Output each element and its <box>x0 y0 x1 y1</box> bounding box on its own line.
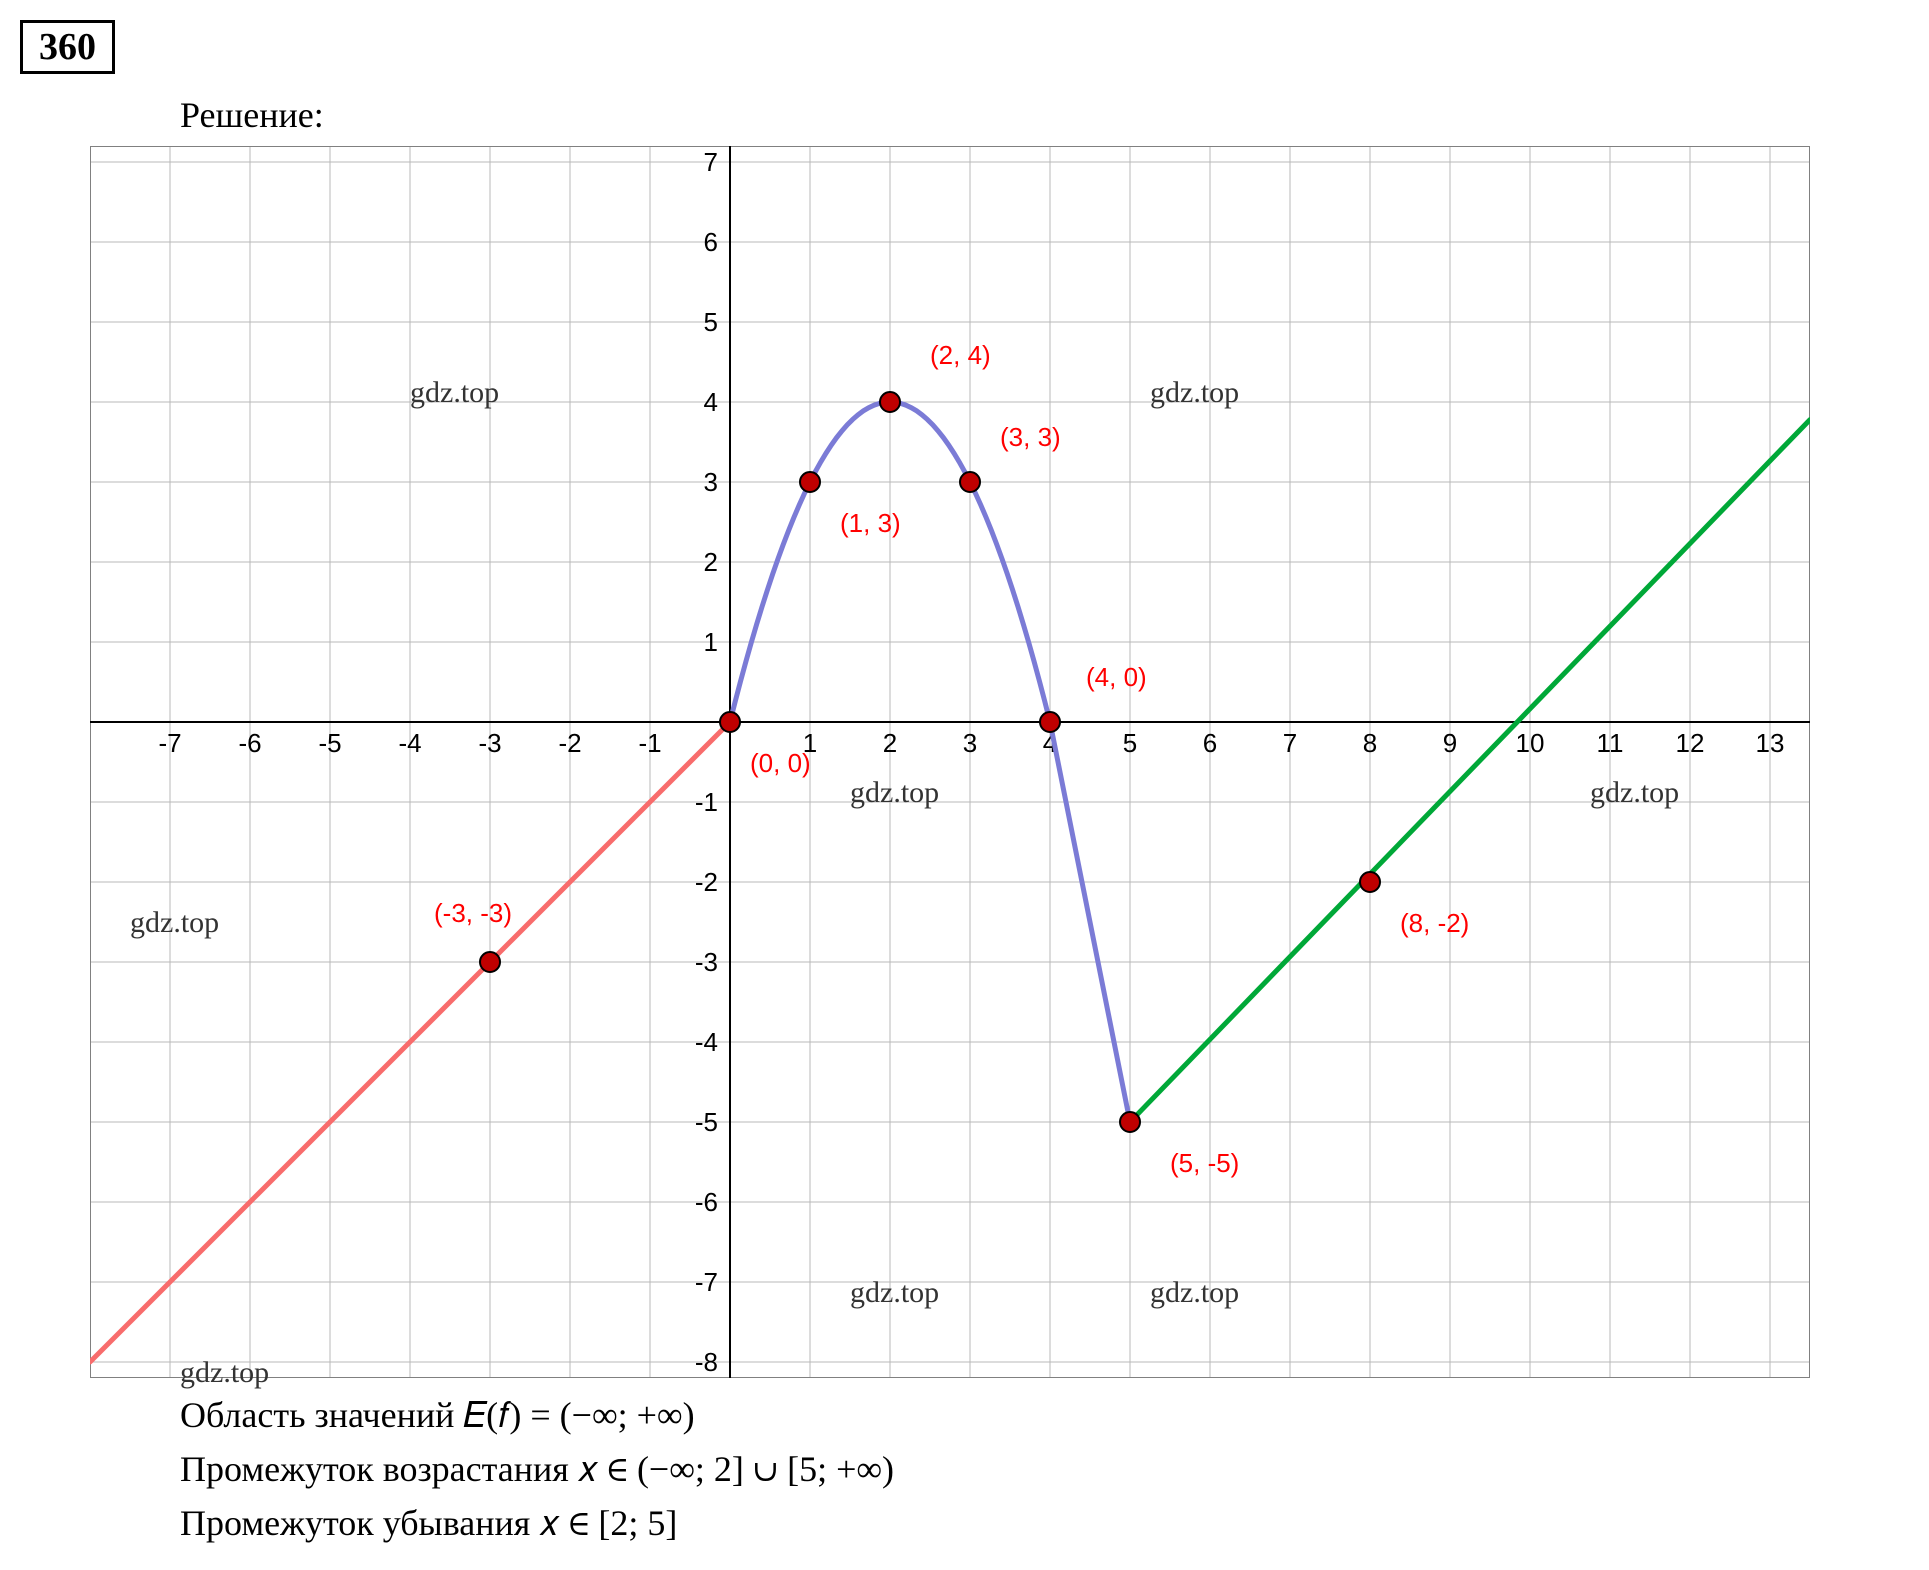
problem-number: 360 <box>20 20 115 74</box>
y-tick-label: -5 <box>695 1107 718 1137</box>
y-tick-label: 4 <box>704 387 718 417</box>
y-tick-label: -6 <box>695 1187 718 1217</box>
y-tick-label: 5 <box>704 307 718 337</box>
data-point <box>800 472 820 492</box>
data-point <box>1360 872 1380 892</box>
x-tick-label: 6 <box>1203 728 1217 758</box>
y-tick-label: 6 <box>704 227 718 257</box>
y-tick-label: -1 <box>695 787 718 817</box>
x-tick-label: -4 <box>398 728 421 758</box>
point-label: (2, 4) <box>930 340 991 370</box>
answer-range: Область значений 𝐸(𝑓) = (−∞; +∞) <box>180 1388 1909 1442</box>
point-label: (4, 0) <box>1086 662 1147 692</box>
x-tick-label: 11 <box>1597 728 1624 758</box>
x-tick-label: -7 <box>158 728 181 758</box>
x-tick-label: 8 <box>1363 728 1377 758</box>
point-label: (0, 0) <box>750 748 811 778</box>
y-tick-label: 2 <box>704 547 718 577</box>
point-label: (3, 3) <box>1000 422 1061 452</box>
data-point <box>480 952 500 972</box>
data-point <box>1120 1112 1140 1132</box>
answers: Область значений 𝐸(𝑓) = (−∞; +∞) Промежу… <box>180 1388 1909 1550</box>
x-tick-label: -2 <box>558 728 581 758</box>
y-tick-label: 1 <box>704 627 718 657</box>
data-point <box>880 392 900 412</box>
point-label: (-3, -3) <box>434 898 512 928</box>
y-tick-label: -3 <box>695 947 718 977</box>
x-tick-label: -1 <box>638 728 661 758</box>
function-chart: -7-6-5-4-3-2-112345678910111213-8-7-6-5-… <box>90 146 1810 1378</box>
data-point <box>960 472 980 492</box>
data-point <box>1040 712 1060 732</box>
y-tick-label: 3 <box>704 467 718 497</box>
x-tick-label: -3 <box>478 728 501 758</box>
point-label: (8, -2) <box>1400 908 1469 938</box>
y-tick-label: -7 <box>695 1267 718 1297</box>
x-tick-label: -6 <box>238 728 261 758</box>
x-tick-label: 7 <box>1283 728 1297 758</box>
x-tick-label: 5 <box>1123 728 1137 758</box>
x-tick-label: 10 <box>1516 728 1545 758</box>
y-tick-label: -8 <box>695 1347 718 1377</box>
data-point <box>720 712 740 732</box>
point-label: (1, 3) <box>840 508 901 538</box>
answer-decrease: Промежуток убывания 𝑥 ∈ [2; 5] <box>180 1496 1909 1550</box>
x-tick-label: 12 <box>1676 728 1705 758</box>
chart-container: -7-6-5-4-3-2-112345678910111213-8-7-6-5-… <box>90 146 1909 1378</box>
answer-increase: Промежуток возрастания 𝑥 ∈ (−∞; 2] ∪ [5;… <box>180 1442 1909 1496</box>
solution-label: Решение: <box>180 94 1909 136</box>
chart-bg <box>90 146 1810 1378</box>
y-tick-label: -4 <box>695 1027 718 1057</box>
x-tick-label: -5 <box>318 728 341 758</box>
x-tick-label: 13 <box>1756 728 1785 758</box>
x-tick-label: 9 <box>1443 728 1457 758</box>
y-tick-label: -2 <box>695 867 718 897</box>
point-label: (5, -5) <box>1170 1148 1239 1178</box>
y-tick-label: 7 <box>704 147 718 177</box>
x-tick-label: 2 <box>883 728 897 758</box>
x-tick-label: 3 <box>963 728 977 758</box>
